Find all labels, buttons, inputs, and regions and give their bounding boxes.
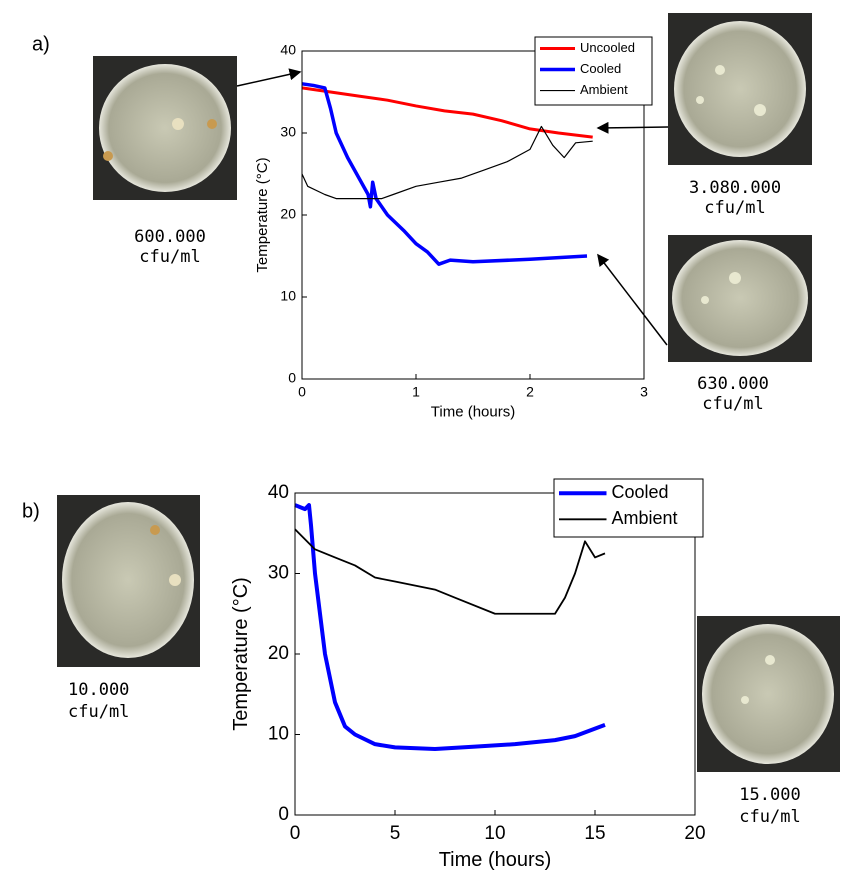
x-tick-label: 0 bbox=[298, 384, 306, 400]
x-tick-label: 10 bbox=[484, 823, 505, 844]
x-tick-label: 5 bbox=[390, 823, 401, 844]
y-tick-label: 10 bbox=[280, 288, 296, 304]
x-axis-label: Time (hours) bbox=[431, 404, 515, 421]
data-line bbox=[301, 125, 593, 200]
legend-label: Ambient bbox=[580, 82, 628, 97]
legend-label: Uncooled bbox=[580, 40, 635, 55]
y-tick-label: 30 bbox=[280, 124, 296, 140]
legend-label: Cooled bbox=[580, 61, 621, 76]
arrow bbox=[236, 68, 302, 87]
colony-count: cfu/ml bbox=[702, 394, 763, 414]
legend-box bbox=[553, 478, 704, 538]
y-axis-label: Temperature (°C) bbox=[230, 577, 252, 731]
y-tick-label: 30 bbox=[268, 563, 289, 584]
x-tick-label: 2 bbox=[526, 384, 534, 400]
panel-label: a) bbox=[32, 33, 50, 55]
colony-count: cfu/ml bbox=[739, 807, 800, 827]
plot-frame bbox=[294, 492, 696, 816]
colony-count: 3.080.000 bbox=[689, 178, 781, 198]
photo bbox=[57, 495, 200, 667]
legend-label: Ambient bbox=[612, 508, 678, 528]
colony-count: 600.000 bbox=[134, 227, 206, 247]
x-tick-label: 15 bbox=[584, 823, 605, 844]
x-axis-label: Time (hours) bbox=[439, 849, 552, 871]
y-tick-label: 10 bbox=[268, 724, 289, 745]
photo bbox=[697, 616, 840, 772]
colony-count: cfu/ml bbox=[68, 702, 129, 722]
y-tick-label: 0 bbox=[288, 370, 296, 386]
y-tick-label: 40 bbox=[280, 42, 296, 58]
photo bbox=[668, 13, 812, 165]
x-tick-label: 1 bbox=[412, 384, 420, 400]
y-tick-label: 20 bbox=[268, 643, 289, 664]
y-axis-label: Temperature (°C) bbox=[254, 157, 271, 272]
data-line bbox=[301, 82, 588, 266]
plot-frame bbox=[301, 50, 645, 380]
photo bbox=[93, 56, 237, 200]
arrow bbox=[597, 253, 668, 346]
x-tick-label: 20 bbox=[684, 823, 705, 844]
colony-count: 10.000 bbox=[68, 680, 129, 700]
x-tick-label: 3 bbox=[640, 384, 648, 400]
data-line bbox=[294, 503, 606, 751]
colony-count: 15.000 bbox=[739, 785, 800, 805]
panel-label: b) bbox=[22, 500, 40, 522]
y-tick-label: 20 bbox=[280, 206, 296, 222]
colony-count: 630.000 bbox=[697, 374, 769, 394]
colony-count: cfu/ml bbox=[704, 198, 765, 218]
arrow bbox=[596, 121, 669, 134]
photo bbox=[668, 235, 812, 362]
colony-count: cfu/ml bbox=[139, 247, 200, 267]
y-tick-label: 0 bbox=[278, 804, 289, 825]
data-line bbox=[294, 528, 606, 615]
legend-label: Cooled bbox=[612, 482, 669, 502]
x-tick-label: 0 bbox=[290, 823, 301, 844]
y-tick-label: 40 bbox=[268, 482, 289, 503]
